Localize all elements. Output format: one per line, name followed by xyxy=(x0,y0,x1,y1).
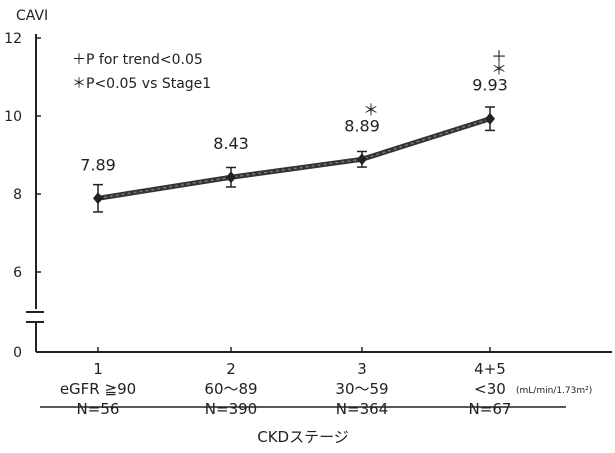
significance-marker: ＊ xyxy=(363,100,379,119)
egfr-unit-label: (mL/min/1.73m²) xyxy=(516,386,592,396)
series: 7.898.438.89＊9.93＊＋ xyxy=(80,47,508,213)
axes: 0 6 8 10 12 xyxy=(4,31,612,361)
data-point xyxy=(93,192,103,205)
data-point xyxy=(357,153,367,166)
x-category-labels: 1 eGFR ≧90 N=56 2 60〜89 N=390 3 30〜59 N=364 4+5 <3… xyxy=(60,360,592,418)
y-tick-label: 10 xyxy=(4,109,22,125)
y-tick-label: 8 xyxy=(13,187,22,203)
x-category-label: 2 xyxy=(226,360,236,378)
x-axis-title: CKDステージ xyxy=(257,428,349,446)
x-n-label: N=56 xyxy=(77,400,120,418)
x-n-label: N=390 xyxy=(205,400,257,418)
x-n-label: N=364 xyxy=(336,400,388,418)
x-egfr-label: 30〜59 xyxy=(335,380,388,398)
y-tick-label: 12 xyxy=(4,31,22,47)
series-line xyxy=(97,116,491,201)
data-value-label: 7.89 xyxy=(80,155,116,174)
y-axis-title: CAVI xyxy=(16,8,48,24)
x-n-label: N=67 xyxy=(469,400,512,418)
x-category-label: 3 xyxy=(357,360,367,378)
legend-entry-significance: ＊P<0.05 vs Stage1 xyxy=(72,76,211,92)
data-value-label: 9.93 xyxy=(472,76,508,95)
legend-entry-trend: ＋P for trend<0.05 xyxy=(72,52,203,68)
x-egfr-label: 60〜89 xyxy=(204,380,257,398)
data-point xyxy=(485,112,495,125)
x-category-label: 4+5 xyxy=(474,360,506,378)
legend: ＋P for trend<0.05 ＊P<0.05 vs Stage1 xyxy=(72,52,211,92)
data-point xyxy=(226,171,236,184)
x-egfr-label: <30 xyxy=(474,380,506,398)
series-line-highlight xyxy=(97,118,491,200)
trend-marker: ＋ xyxy=(491,47,507,66)
data-value-label: 8.89 xyxy=(344,116,380,135)
y-tick-label: 0 xyxy=(13,345,22,361)
data-value-label: 8.43 xyxy=(213,134,249,153)
y-tick-label: 6 xyxy=(13,265,22,281)
significance-marker: ＊ xyxy=(491,60,507,79)
x-egfr-label: eGFR ≧90 xyxy=(60,380,136,398)
x-category-label: 1 xyxy=(93,360,103,378)
